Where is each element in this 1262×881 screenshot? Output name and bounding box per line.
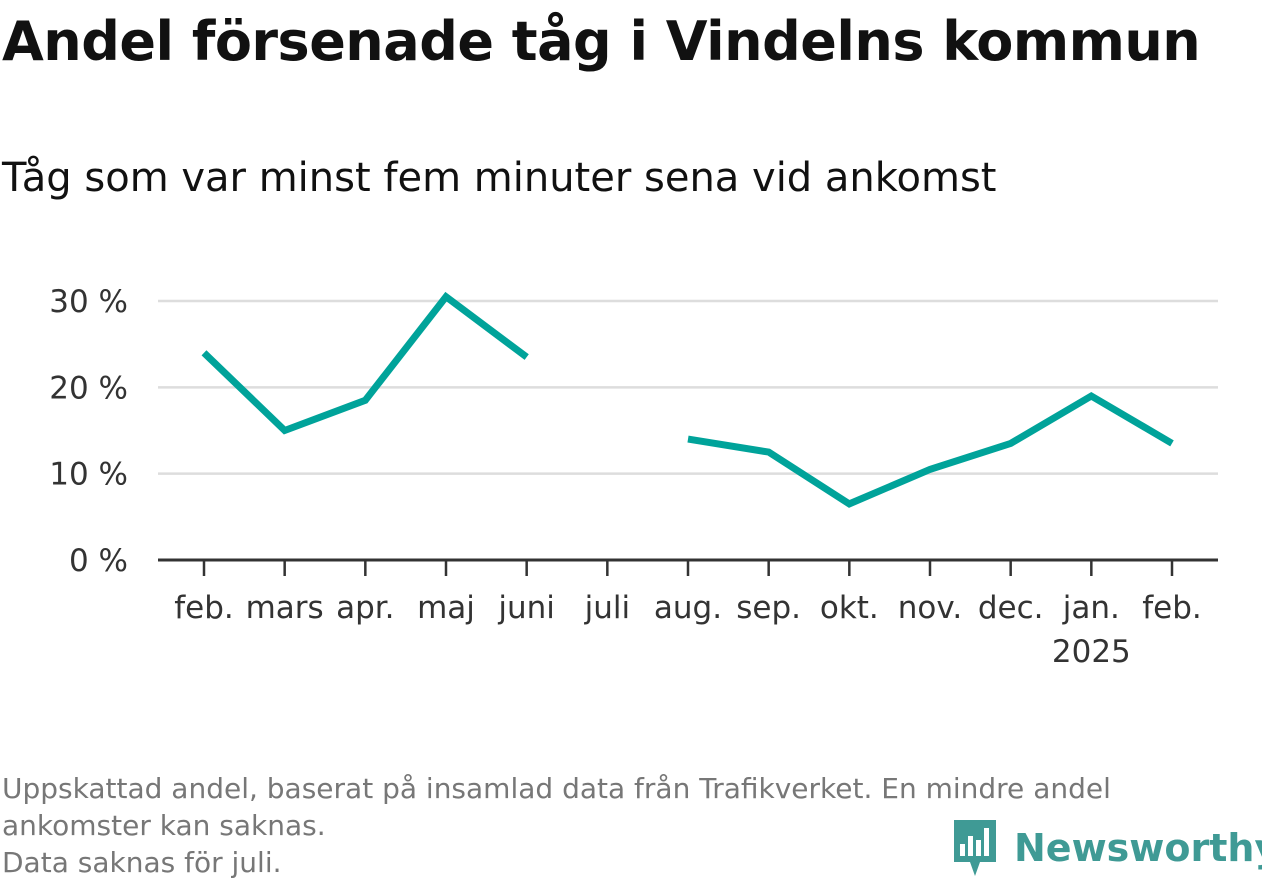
y-axis-tick-labels: 0 % 10 % 20 % 30 %	[49, 284, 128, 579]
y-tick-label: 20 %	[49, 370, 128, 406]
x-tick-label: jan.	[1062, 590, 1120, 626]
newsworthy-logo-icon	[950, 818, 1000, 878]
series-line-segment	[688, 396, 1172, 504]
brand-logo: Newsworthy	[950, 818, 1262, 878]
grid-lines	[158, 301, 1218, 474]
y-tick-label: 0 %	[69, 543, 128, 579]
x-tick-label: sep.	[736, 590, 801, 626]
brand-name: Newsworthy	[1014, 826, 1262, 870]
x-tick-label: juni	[497, 590, 555, 626]
x-tick-label: apr.	[336, 590, 394, 626]
footnote-line-1: Uppskattad andel, baserat på insamlad da…	[2, 770, 1252, 807]
series-line-segment	[204, 297, 527, 431]
x-tick-label: mars	[246, 590, 324, 626]
y-tick-label: 30 %	[49, 284, 128, 320]
x-tick-label: feb.	[174, 590, 234, 626]
x-tick-label: dec.	[978, 590, 1044, 626]
y-tick-label: 10 %	[49, 457, 128, 493]
x-tick-year-label: 2025	[1052, 634, 1131, 670]
x-tick-label: nov.	[898, 590, 962, 626]
x-tick-label: aug.	[654, 590, 722, 626]
x-tick-label: feb.	[1142, 590, 1202, 626]
x-tick-label: juli	[584, 590, 631, 626]
x-tick-label: maj	[417, 590, 475, 626]
x-axis	[158, 560, 1218, 576]
x-tick-label: okt.	[820, 590, 879, 626]
